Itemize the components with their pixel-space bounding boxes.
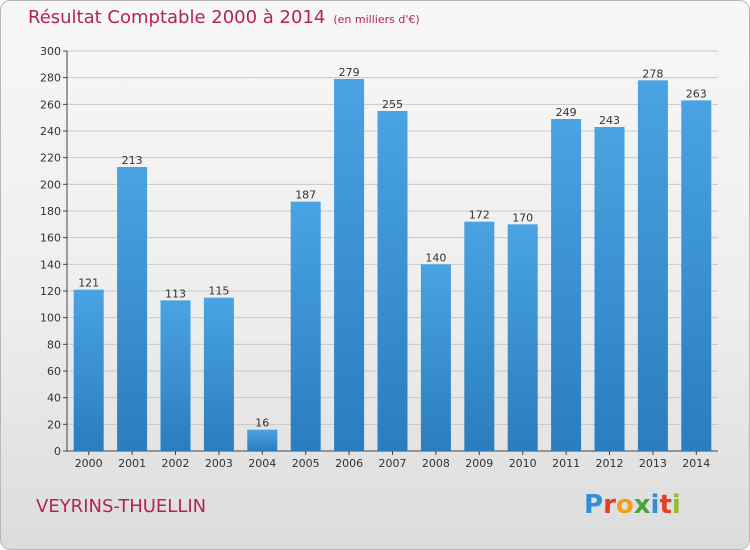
x-tick-label: 2007 [379,457,407,470]
bar-value-label: 279 [339,66,360,79]
bar-value-label: 263 [686,87,707,100]
bar-value-label: 16 [255,417,269,430]
y-tick-label: 220 [40,152,61,165]
bar [507,224,538,451]
y-tick-label: 240 [40,125,61,138]
bar-value-label: 121 [78,277,99,290]
y-tick-label: 200 [40,178,61,191]
bar-value-label: 213 [122,154,143,167]
x-tick-label: 2008 [422,457,450,470]
bar-value-label: 278 [642,67,663,80]
y-tick-label: 20 [47,418,61,431]
logo-letter: P [584,490,604,520]
bar [681,100,712,451]
commune-name: VEYRINS-THUELLIN [36,496,207,517]
y-tick-label: 180 [40,205,61,218]
bar [420,264,451,451]
x-tick-label: 2011 [552,457,580,470]
bar [290,201,321,451]
x-tick-label: 2006 [335,457,363,470]
x-tick-label: 2005 [292,457,320,470]
y-tick-label: 280 [40,72,61,85]
bar [73,289,104,451]
logo-letter: x [633,490,651,520]
bar [117,167,148,451]
bar [160,300,191,451]
x-tick-label: 2001 [118,457,146,470]
x-tick-label: 2012 [596,457,624,470]
bar [551,119,582,451]
x-tick-label: 2004 [248,457,276,470]
bar [203,297,234,451]
y-tick-label: 0 [54,445,61,458]
y-tick-label: 140 [40,258,61,271]
bar-value-label: 249 [556,106,577,119]
chart-title: Résultat Comptable 2000 à 2014 (en millie… [28,7,420,28]
bar-value-label: 187 [295,189,316,202]
y-tick-label: 260 [40,98,61,111]
bar [637,80,668,451]
bar [377,111,408,451]
bar-value-label: 140 [425,251,446,264]
proxiti-logo: Proxiti [584,490,681,520]
x-tick-label: 2002 [162,457,190,470]
x-tick-label: 2010 [509,457,537,470]
bar-value-label: 113 [165,287,186,300]
bar [247,429,278,451]
chart-unit: (en milliers d'€) [333,13,420,26]
y-tick-label: 60 [47,365,61,378]
logo-letter: r [603,490,616,520]
x-tick-label: 2014 [682,457,710,470]
bar [594,127,625,451]
bar-value-label: 172 [469,209,490,222]
x-tick-label: 2003 [205,457,233,470]
logo-letter: t [659,490,672,520]
bar-value-label: 255 [382,98,403,111]
bar [464,221,495,451]
logo-letter: o [615,490,634,520]
logo-letter: i [671,490,681,520]
y-tick-label: 100 [40,312,61,325]
bar-value-label: 115 [208,285,229,298]
x-tick-label: 2013 [639,457,667,470]
x-tick-label: 2000 [75,457,103,470]
y-tick-label: 40 [47,392,61,405]
y-tick-label: 80 [47,338,61,351]
logo-letter: i [650,490,660,520]
y-tick-label: 120 [40,285,61,298]
y-tick-label: 160 [40,232,61,245]
chart-title-text: Résultat Comptable 2000 à 2014 [28,7,326,28]
y-tick-label: 300 [40,45,61,58]
bar-value-label: 170 [512,211,533,224]
bar [334,79,365,451]
x-tick-label: 2009 [465,457,493,470]
bar-value-label: 243 [599,114,620,127]
